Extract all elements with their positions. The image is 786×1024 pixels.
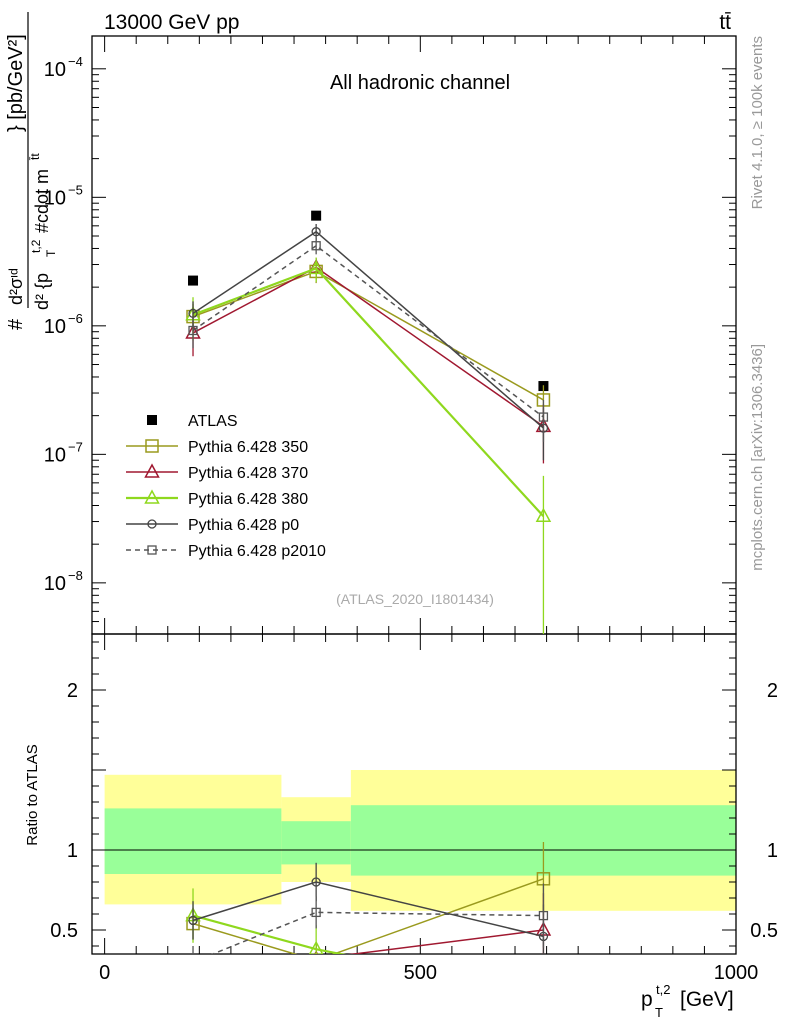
- legend-label: Pythia 6.428 380: [188, 491, 308, 508]
- ytick-label-main: 10: [44, 187, 66, 209]
- legend-label: Pythia 6.428 p0: [188, 517, 299, 534]
- xlabel: p t,2 T [GeV]: [641, 982, 734, 1020]
- legend-item: Pythia 6.428 370: [126, 463, 308, 482]
- band-inner-1: [281, 821, 351, 865]
- ratio-point: [188, 915, 198, 926]
- ratio-ytick-label-right: 0.5: [750, 920, 778, 942]
- ytick-label-exp: −5: [68, 182, 83, 197]
- legend-item: Pythia 6.428 p0: [126, 517, 299, 534]
- ratio-point: [311, 907, 321, 918]
- data-point: [538, 412, 549, 422]
- legend-marker: [147, 545, 157, 555]
- ratio-ytick-label-left: 1: [67, 840, 78, 862]
- ratio-ylabel: Ratio to ATLAS: [24, 744, 41, 845]
- xlabel-superscript: t,2: [656, 982, 670, 997]
- legend-item: Pythia 6.428 350: [126, 439, 308, 456]
- data-point: [535, 507, 552, 522]
- ratio-point: [308, 940, 324, 954]
- legend-marker: [145, 439, 159, 453]
- axis-ticks: 10−810−710−610−510 −40.5 0.51 12 20 500 1000: [44, 36, 778, 984]
- ratio-ytick-label-right: 1: [767, 840, 778, 862]
- plot-title: All hadronic channel: [330, 72, 510, 94]
- legend-marker: [147, 519, 157, 529]
- xtick-label: 500: [404, 962, 437, 984]
- xlabel-subscript: T: [655, 1005, 663, 1020]
- ratio-panel-frame: [91, 633, 737, 955]
- ylabel-superscript: t,2: [29, 239, 43, 253]
- series-pythia-6-428-p2010: [188, 238, 549, 442]
- mcplots-label: mcplots.cern.ch [arXiv:1306.3436]: [749, 344, 766, 571]
- energy-label: 13000 GeV pp: [104, 11, 239, 34]
- legend: ATLAS Pythia 6.428 350 Pythia 6.428 370 Pyt…: [126, 413, 326, 560]
- ratio-line: [192, 878, 544, 954]
- data-point: [308, 259, 324, 275]
- ratio-series-pythia-6-428-p2010: [189, 883, 549, 966]
- legend-label: Pythia 6.428 350: [188, 439, 308, 456]
- band-inner-0: [104, 808, 282, 874]
- series-pythia-6-428-p0: [188, 223, 549, 461]
- ratio-ytick-label-right: 2: [767, 680, 778, 702]
- ytick-label-exp: −7: [68, 439, 83, 454]
- ratio-point: [187, 971, 200, 983]
- legend-item: ATLAS: [147, 413, 238, 430]
- legend-label: ATLAS: [188, 413, 238, 430]
- legend-item: Pythia 6.428 380: [126, 489, 308, 508]
- ratio-line: [192, 914, 347, 954]
- series-pythia-6-428-350: [186, 261, 551, 421]
- rivet-version-label: Rivet 4.1.0, ≥ 100k events: [749, 36, 766, 209]
- ylabel-hash: #: [5, 318, 27, 330]
- ratio-series-group: [185, 842, 552, 999]
- series-line: [192, 230, 544, 429]
- main-ylabel: # d²σᶦᵈ d² {p t,2 T #cdot m t̄t } [pb/Ge…: [5, 12, 58, 330]
- ratio-point: [538, 910, 549, 921]
- legend-label: Pythia 6.428 p2010: [188, 543, 326, 560]
- data-point: [311, 210, 322, 221]
- ytick-label-exp: −6: [68, 311, 83, 326]
- process-label: tt̄: [719, 11, 731, 34]
- ratio-ytick-label-left: 0.5: [50, 920, 78, 942]
- ratio-point: [311, 877, 321, 887]
- legend-marker: [144, 489, 160, 504]
- analysis-reference: (ATLAS_2020_I1801434): [336, 591, 494, 607]
- xlabel-p: p: [641, 988, 653, 1011]
- data-point: [311, 241, 321, 251]
- ytick-label-exp: −8: [68, 568, 83, 583]
- legend-item: Pythia 6.428 p2010: [126, 543, 326, 560]
- ytick-label-main: 10: [44, 59, 66, 81]
- ytick-label-main: 10: [44, 444, 66, 466]
- ratio-point: [537, 987, 550, 999]
- ylabel-ttbar: t̄t: [28, 153, 42, 161]
- xtick-label: 0: [99, 962, 110, 984]
- ylabel-subscript: T: [44, 249, 58, 257]
- data-point: [311, 227, 321, 237]
- main-series-group: [185, 210, 552, 634]
- ratio-line: [348, 929, 544, 954]
- xtick-label: 1000: [714, 962, 759, 984]
- ylabel-cdot: #cdot m: [32, 169, 52, 233]
- series-line: [192, 244, 544, 418]
- ratio-point: [309, 953, 323, 954]
- uncertainty-bands: [104, 770, 736, 911]
- series-line: [192, 266, 544, 428]
- ylabel-denominator: d² {p: [32, 273, 52, 310]
- data-point: [188, 275, 199, 286]
- legend-marker: [147, 415, 157, 425]
- ratio-ytick-label-left: 2: [67, 680, 78, 702]
- xlabel-units: [GeV]: [680, 988, 734, 1011]
- ytick-label-main: 10: [44, 573, 66, 595]
- ytick-label-exp: −4: [68, 54, 83, 69]
- data-point: [188, 325, 198, 336]
- legend-marker: [144, 463, 160, 478]
- series-line: [192, 270, 544, 401]
- ytick-label-main: 10: [44, 316, 66, 338]
- ratio-point: [189, 958, 197, 966]
- ylabel-units: } [pb/GeV²]: [5, 34, 27, 132]
- ylabel-numerator: d²σᶦᵈ: [6, 268, 26, 305]
- series-pythia-6-428-370: [185, 258, 552, 464]
- legend-label: Pythia 6.428 370: [188, 465, 308, 482]
